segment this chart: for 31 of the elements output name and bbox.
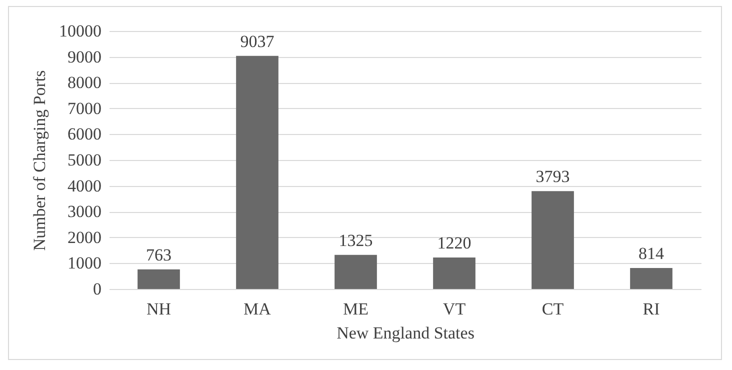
y-tick-label: 6000 [68, 124, 102, 144]
y-tick-label: 1000 [68, 254, 102, 273]
bar [532, 191, 574, 289]
bar [334, 254, 377, 289]
data-label: 763 [146, 245, 172, 264]
x-tick-label: NH [146, 300, 172, 318]
y-axis-title: Number of Charging Ports [30, 70, 49, 251]
x-tick-label: CT [542, 300, 564, 318]
bar [138, 269, 180, 289]
x-axis-title: New England States [336, 324, 474, 342]
y-tick-label: 7000 [68, 98, 102, 118]
x-tick-label: ME [343, 300, 368, 318]
y-tick-label: 4000 [68, 176, 102, 196]
x-tick-label: RI [642, 300, 660, 318]
data-label: 9037 [240, 32, 275, 51]
bar [433, 258, 476, 289]
data-label: 814 [638, 244, 665, 263]
y-tick-label: 5000 [68, 150, 102, 170]
y-tick-label: 3000 [68, 202, 102, 222]
data-label: 3793 [536, 167, 570, 186]
bar [236, 56, 278, 289]
data-label: 1220 [437, 234, 472, 253]
y-tick-label: 10000 [59, 22, 102, 40]
y-tick-label: 8000 [68, 73, 102, 92]
y-tick-label: 0 [93, 280, 102, 298]
y-tick-label: 2000 [68, 228, 102, 247]
x-tick-label: MA [244, 300, 272, 318]
x-tick-label: VT [442, 300, 466, 318]
y-tick-label: 9000 [68, 47, 102, 66]
data-label: 1325 [338, 230, 373, 250]
bar [630, 268, 672, 289]
